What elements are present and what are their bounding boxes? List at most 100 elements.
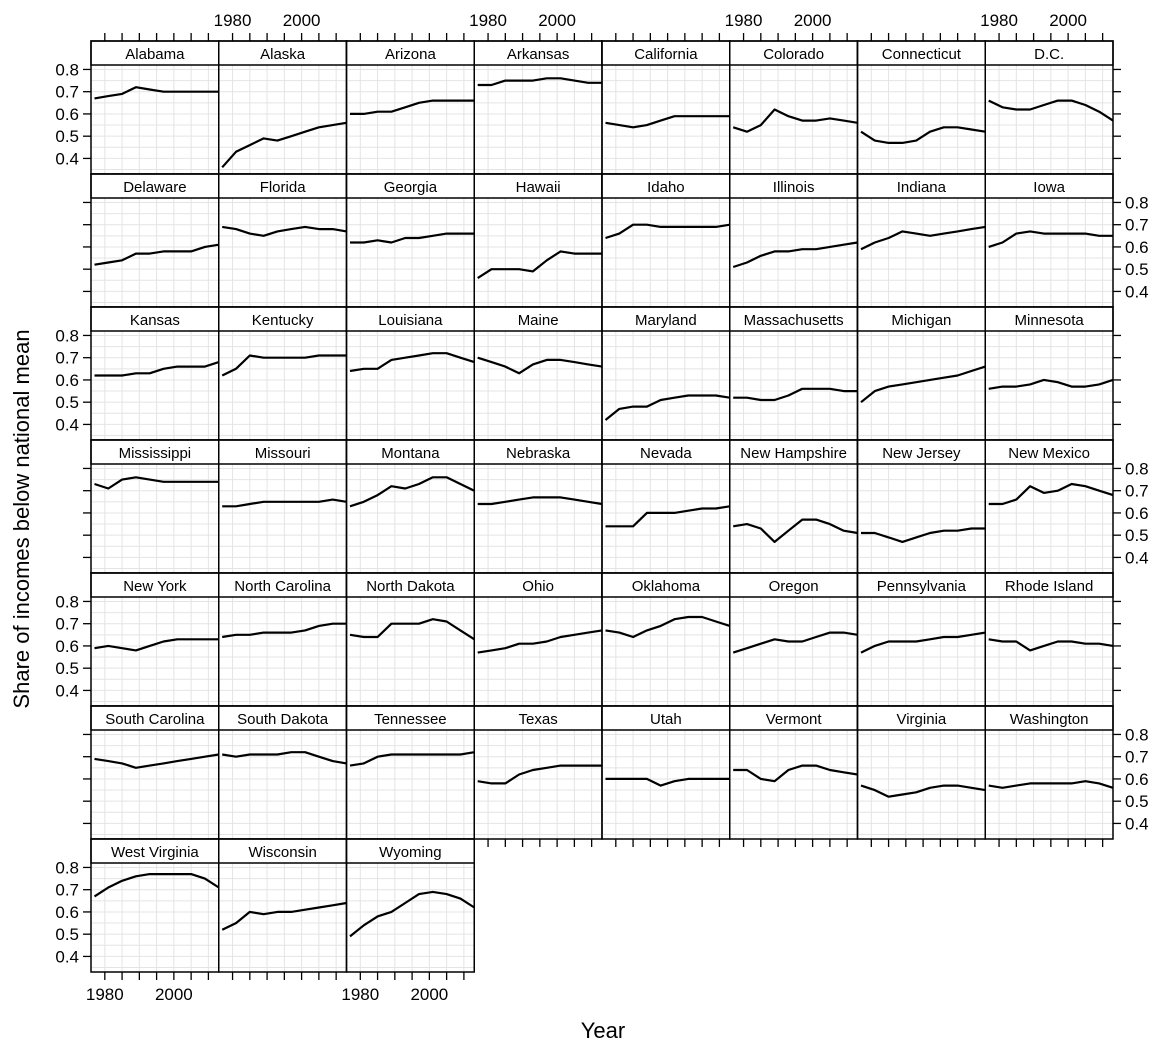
axes-layer: 0.40.50.60.70.80.40.50.60.70.80.40.50.60… <box>55 11 1148 1004</box>
panel-florida: Florida <box>218 173 348 308</box>
panel-title: Washington <box>1010 711 1089 728</box>
panel-new-hampshire: New Hampshire <box>729 439 859 574</box>
panel-title: Alaska <box>260 46 306 63</box>
panel-title: Rhode Island <box>1005 578 1093 595</box>
y-tick-label: 0.6 <box>1125 238 1149 257</box>
y-axis-left-row-2: 0.4 0.5 0.6 0.7 0.8 <box>55 326 91 434</box>
y-tick-label: 0.8 <box>1125 193 1149 212</box>
x-tick-label: 2000 <box>1049 11 1087 30</box>
panel-grid <box>985 730 1113 839</box>
panel-title: Georgia <box>384 179 438 196</box>
panel-title: Texas <box>519 711 558 728</box>
series-line <box>222 225 347 237</box>
panel-arkansas: Arkansas <box>473 40 603 175</box>
panel-strip <box>729 40 859 66</box>
series-line <box>988 230 1113 248</box>
panel-hawaii: Hawaii <box>473 173 603 308</box>
panel-grid <box>91 198 219 307</box>
panel-title: Michigan <box>891 312 951 329</box>
x-axis-col-2-bottom: 1980 2000 <box>341 972 465 1004</box>
y-tick-label: 0.4 <box>55 415 79 434</box>
series-line <box>477 250 602 280</box>
panel-grid <box>218 464 347 573</box>
panel-grid <box>91 730 219 839</box>
panel-frame <box>345 838 475 973</box>
y-tick-label: 0.4 <box>1125 282 1149 301</box>
series-line <box>222 622 347 639</box>
panel-georgia: Georgia <box>345 173 475 308</box>
panel-title: Colorado <box>763 46 824 63</box>
panel-grid <box>91 331 219 440</box>
x-tick-label: 1980 <box>214 11 252 30</box>
y-axis-right-row-1: 0.4 0.5 0.6 0.7 0.8 <box>1113 193 1149 301</box>
series-line <box>349 618 475 641</box>
panel-grid <box>857 730 986 839</box>
panel-grid <box>218 65 347 174</box>
panel-title: Tennessee <box>374 711 447 728</box>
y-tick-label: 0.6 <box>55 903 79 922</box>
y-tick-label: 0.4 <box>55 149 79 168</box>
series-line <box>861 527 986 544</box>
panel-grid <box>857 464 986 573</box>
panel-title: Idaho <box>647 179 685 196</box>
y-axis-left-ticks-row-3 <box>83 467 91 559</box>
y-tick-label: 0.5 <box>55 925 79 944</box>
panel-strip <box>984 572 1114 598</box>
panel-strip <box>218 705 348 731</box>
panel-grid <box>729 65 858 174</box>
series-line <box>221 121 347 169</box>
panel-california: California <box>601 40 731 175</box>
panel-rhode-island: Rhode Island <box>984 572 1114 707</box>
panel-title: New Hampshire <box>740 445 847 462</box>
y-axis-right-ticks-row-4 <box>1113 600 1121 692</box>
y-axis-left-row-4: 0.4 0.5 0.6 0.7 0.8 <box>55 592 91 700</box>
panel-strip <box>729 705 859 731</box>
panel-title: Maine <box>518 312 559 329</box>
panel-title: Pennsylvania <box>877 578 967 595</box>
series-line <box>988 99 1114 122</box>
panel-title: West Virginia <box>111 844 199 861</box>
panel-alabama: Alabama <box>90 40 220 175</box>
panel-d-c: D.C. <box>984 40 1114 175</box>
y-tick-label: 0.4 <box>1125 814 1149 833</box>
series-line <box>94 361 220 377</box>
panel-grid <box>474 331 602 440</box>
panel-massachusetts: Massachusetts <box>729 306 859 441</box>
y-tick-label: 0.8 <box>1125 725 1149 744</box>
x-tick-label: 1980 <box>469 11 507 30</box>
y-axis-right-ticks-row-0 <box>1113 68 1121 160</box>
y-tick-label: 0.8 <box>55 858 79 877</box>
series-line <box>988 638 1114 652</box>
series-line <box>604 394 730 421</box>
panel-title: North Carolina <box>234 578 331 595</box>
panel-illinois: Illinois <box>729 173 859 308</box>
panel-grid <box>474 597 602 706</box>
series-line <box>94 638 219 652</box>
panel-wisconsin: Wisconsin <box>218 838 348 973</box>
panel-grid <box>91 597 219 706</box>
panel-strip <box>984 705 1114 731</box>
panel-grid <box>602 464 730 573</box>
panel-missouri: Missouri <box>218 439 348 574</box>
y-tick-label: 0.6 <box>55 637 79 656</box>
y-tick-label: 0.6 <box>55 105 79 124</box>
panel-title: Alabama <box>125 46 185 63</box>
series-line <box>350 99 475 116</box>
panel-frame <box>984 705 1114 840</box>
x-axis-col-4-bottom <box>615 839 721 847</box>
y-tick-label: 0.5 <box>1125 792 1149 811</box>
panel-kansas: Kansas <box>90 306 220 441</box>
panel-texas: Texas <box>473 705 603 840</box>
series-line <box>860 784 986 798</box>
panel-louisiana: Louisiana <box>345 306 475 441</box>
x-axis-col-2-top <box>359 33 465 41</box>
panel-south-carolina: South Carolina <box>90 705 220 840</box>
panel-montana: Montana <box>345 439 475 574</box>
x-axis-col-3-bottom <box>487 839 593 847</box>
panel-title: Oklahoma <box>632 578 701 595</box>
y-axis-right-row-5: 0.4 0.5 0.6 0.7 0.8 <box>1113 725 1149 833</box>
panel-strip <box>856 572 986 598</box>
x-axis-col-5-bottom <box>742 839 848 847</box>
series-line <box>94 476 219 490</box>
